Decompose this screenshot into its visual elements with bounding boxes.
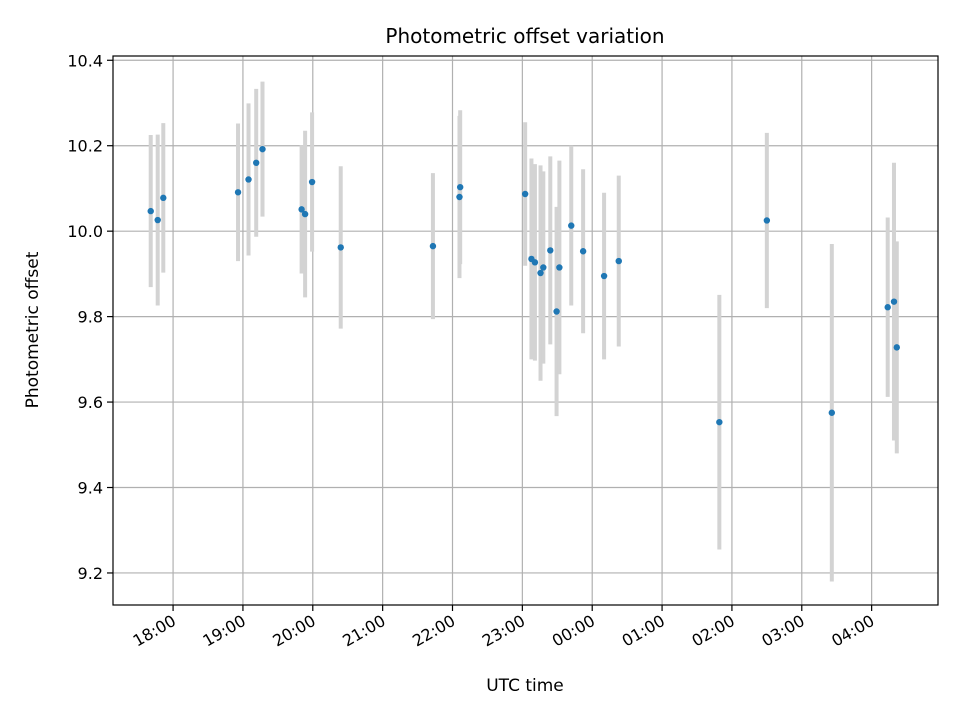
y-tick-label: 9.4 <box>78 479 103 498</box>
data-point <box>890 298 898 305</box>
data-point <box>337 244 344 251</box>
data-points <box>147 145 900 426</box>
plot-frame <box>112 55 939 606</box>
y-tick-label: 9.8 <box>78 308 103 327</box>
y-tick-label: 10.2 <box>67 137 103 156</box>
data-point <box>716 418 723 426</box>
grid-lines <box>113 56 938 605</box>
data-point <box>828 409 836 416</box>
data-point <box>556 264 563 271</box>
y-axis: 9.2 9.4 9.6 9.8 10.0 10.2 10.4 <box>67 51 113 583</box>
data-point <box>429 242 437 250</box>
data-point <box>568 222 575 229</box>
data-point <box>154 216 161 224</box>
data-point <box>763 217 771 224</box>
data-point <box>600 272 608 280</box>
data-point <box>537 269 544 277</box>
data-point <box>531 259 539 266</box>
data-point <box>893 344 900 351</box>
data-point <box>301 210 309 218</box>
data-point <box>540 264 547 271</box>
data-point <box>884 304 891 311</box>
data-point <box>160 194 167 202</box>
data-point <box>456 193 463 201</box>
data-point <box>234 189 242 196</box>
data-point <box>579 248 587 255</box>
y-tick-label: 10.0 <box>67 222 103 241</box>
data-point <box>259 145 266 153</box>
plot-area <box>112 55 939 606</box>
y-tick-label: 9.2 <box>78 564 103 583</box>
data-point <box>298 206 305 213</box>
data-point <box>253 159 260 167</box>
data-point <box>245 176 252 183</box>
y-tick-label: 9.6 <box>78 393 103 412</box>
data-point <box>456 183 464 191</box>
data-point <box>553 308 560 315</box>
data-point <box>547 247 554 254</box>
data-point <box>615 257 622 265</box>
data-point <box>521 190 529 198</box>
chart-title: Photometric offset variation <box>385 24 664 48</box>
y-tick-label: 10.4 <box>67 51 103 70</box>
data-point <box>147 207 154 215</box>
data-point <box>308 178 316 186</box>
y-axis-title: Photometric offset <box>23 251 43 408</box>
x-axis-title: UTC time <box>486 676 564 696</box>
